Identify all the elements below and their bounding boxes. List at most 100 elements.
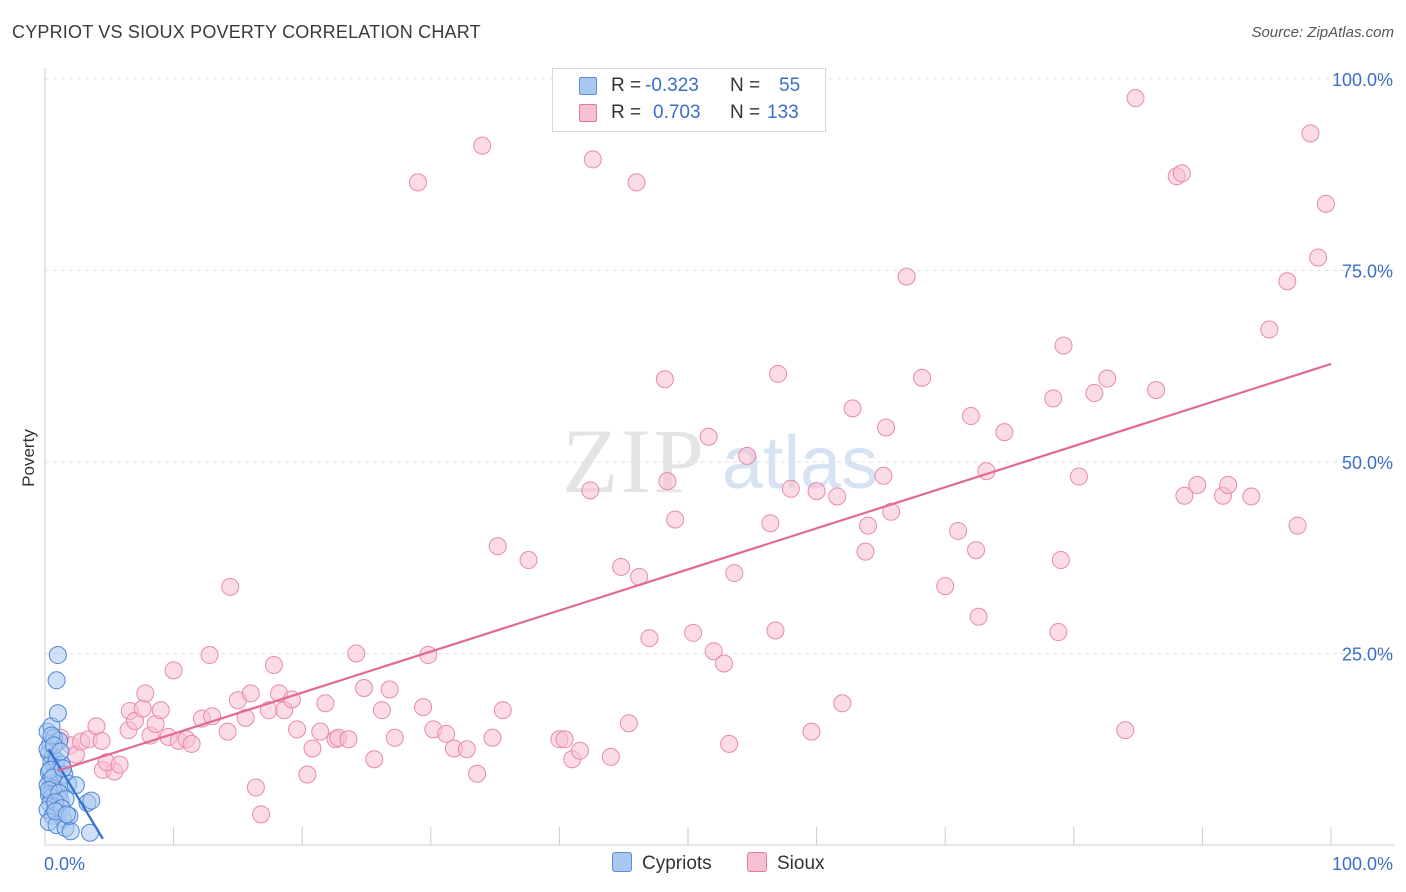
data-point-sioux bbox=[1278, 272, 1297, 291]
grid-lines bbox=[45, 78, 1393, 654]
data-point-cypriots bbox=[47, 671, 66, 690]
data-point-sioux bbox=[339, 730, 358, 749]
data-point-sioux bbox=[1288, 516, 1307, 535]
data-point-sioux bbox=[385, 728, 404, 747]
bottom-legend-swatch-sioux bbox=[747, 852, 767, 872]
data-point-sioux bbox=[781, 479, 800, 498]
data-point-sioux bbox=[619, 714, 638, 733]
data-point-sioux bbox=[967, 541, 986, 560]
data-point-sioux bbox=[961, 407, 980, 426]
trend-line-cypriots bbox=[47, 748, 104, 840]
data-point-sioux bbox=[658, 472, 677, 491]
tick-labels: 25.0% 50.0% 75.0% 100.0% 0.0% 100.0% bbox=[44, 70, 1393, 874]
data-point-sioux bbox=[612, 557, 631, 576]
data-point-sioux bbox=[843, 399, 862, 418]
data-point-sioux bbox=[877, 418, 896, 437]
data-point-sioux bbox=[1098, 369, 1117, 388]
data-point-sioux bbox=[583, 150, 602, 169]
legend-n-value: 55 bbox=[779, 75, 801, 96]
data-point-sioux bbox=[1188, 475, 1207, 494]
bottom-legend-cypriots: Cypriots bbox=[612, 852, 712, 875]
legend-n-label: N = bbox=[730, 102, 761, 123]
data-point-sioux bbox=[833, 694, 852, 713]
data-point-sioux bbox=[354, 678, 373, 697]
data-point-sioux bbox=[414, 698, 433, 717]
x-tick-label: 100.0% bbox=[1332, 854, 1393, 874]
data-point-sioux bbox=[715, 654, 734, 673]
data-point-sioux bbox=[372, 701, 391, 720]
legend-r-value: 0.703 bbox=[653, 102, 701, 123]
data-point-sioux bbox=[1147, 380, 1166, 399]
y-tick-label: 25.0% bbox=[1342, 645, 1393, 665]
data-point-sioux bbox=[221, 577, 240, 596]
data-point-sioux bbox=[570, 741, 589, 760]
data-point-sioux bbox=[913, 368, 932, 387]
data-point-sioux bbox=[1054, 336, 1073, 355]
data-point-sioux bbox=[949, 521, 968, 540]
data-point-sioux bbox=[164, 661, 183, 680]
data-point-sioux bbox=[519, 551, 538, 570]
data-point-sioux bbox=[1126, 89, 1145, 108]
data-point-sioux bbox=[640, 629, 659, 648]
data-point-sioux bbox=[133, 699, 152, 718]
data-point-sioux bbox=[316, 694, 335, 713]
data-point-sioux bbox=[252, 805, 271, 824]
data-point-sioux bbox=[303, 739, 322, 758]
data-point-sioux bbox=[1085, 384, 1104, 403]
data-point-sioux bbox=[488, 537, 507, 556]
data-point-sioux bbox=[859, 516, 878, 535]
data-point-sioux bbox=[236, 708, 255, 727]
data-point-sioux bbox=[1116, 721, 1135, 740]
data-point-cypriots bbox=[48, 704, 67, 723]
bottom-legend-label-sioux: Sioux bbox=[777, 853, 825, 874]
correlation-legend: R = -0.323 N = 55 R = 0.703 N = 133 bbox=[552, 68, 826, 132]
legend-r-value: -0.323 bbox=[645, 75, 699, 96]
data-point-sioux bbox=[246, 778, 265, 797]
legend-n-label: N = bbox=[730, 75, 761, 96]
data-point-sioux bbox=[288, 720, 307, 739]
data-point-sioux bbox=[1175, 486, 1194, 505]
data-point-sioux bbox=[92, 731, 111, 750]
data-point-sioux bbox=[995, 423, 1014, 442]
data-point-sioux bbox=[807, 482, 826, 501]
data-point-sioux bbox=[218, 722, 237, 741]
data-point-sioux bbox=[380, 680, 399, 699]
data-point-sioux bbox=[1069, 467, 1088, 486]
data-point-sioux bbox=[627, 173, 646, 192]
source-label: Source: ZipAtlas.com bbox=[1251, 24, 1394, 41]
data-point-sioux bbox=[365, 750, 384, 769]
data-point-sioux bbox=[766, 621, 785, 640]
data-point-sioux bbox=[725, 564, 744, 583]
data-point-sioux bbox=[110, 755, 129, 774]
y-tick-label: 75.0% bbox=[1342, 262, 1393, 282]
data-point-sioux bbox=[761, 514, 780, 533]
data-point-sioux bbox=[1309, 248, 1328, 267]
data-point-sioux bbox=[347, 644, 366, 663]
data-point-sioux bbox=[555, 730, 574, 749]
bottom-legend-swatch-cypriots bbox=[612, 852, 632, 872]
data-point-sioux bbox=[437, 724, 456, 743]
data-point-sioux bbox=[601, 747, 620, 766]
data-point-sioux bbox=[473, 136, 492, 155]
data-point-sioux bbox=[493, 701, 512, 720]
bottom-legend-label-cypriots: Cypriots bbox=[642, 853, 712, 874]
data-points bbox=[38, 89, 1335, 842]
legend-row-sioux: R = 0.703 N = 133 bbox=[553, 100, 825, 126]
y-tick-label: 100.0% bbox=[1332, 70, 1393, 90]
watermark-zip: ZIP bbox=[562, 410, 706, 512]
data-point-sioux bbox=[1242, 487, 1261, 506]
data-point-sioux bbox=[802, 722, 821, 741]
data-point-sioux bbox=[699, 427, 718, 446]
data-point-sioux bbox=[969, 607, 988, 626]
data-point-cypriots bbox=[61, 822, 80, 841]
data-point-sioux bbox=[704, 642, 723, 661]
data-point-sioux bbox=[684, 623, 703, 642]
data-point-cypriots bbox=[48, 646, 67, 665]
data-point-sioux bbox=[408, 173, 427, 192]
legend-row-cypriots: R = -0.323 N = 55 bbox=[553, 73, 825, 99]
data-point-sioux bbox=[666, 510, 685, 529]
y-axis-label: Poverty bbox=[19, 429, 38, 487]
y-tick-label: 50.0% bbox=[1342, 453, 1393, 473]
data-point-sioux bbox=[828, 487, 847, 506]
